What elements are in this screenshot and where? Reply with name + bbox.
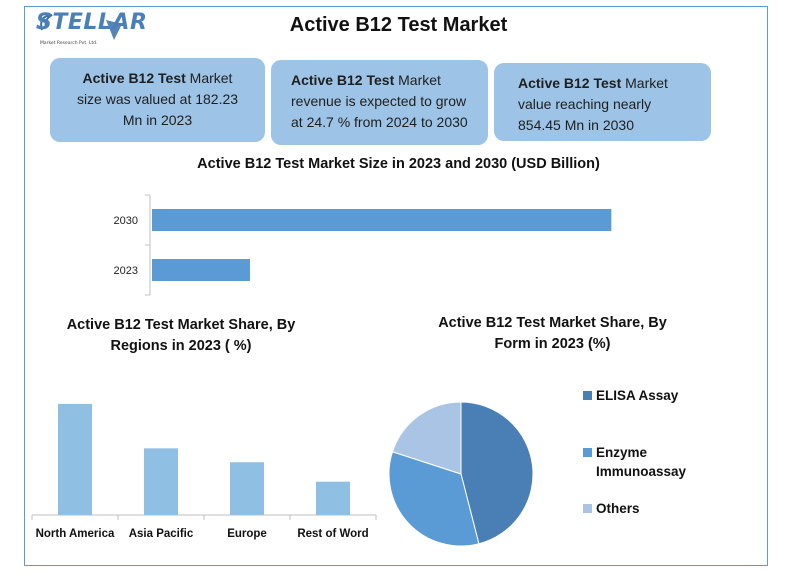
legend-swatch [583, 448, 592, 457]
region-bar-chart: North America Asia Pacific Europe Rest of W… [31, 403, 377, 540]
info-box-forecast: Active B12 Test Market value reaching ne… [494, 63, 711, 141]
info-box-bold: Active B12 Test [291, 72, 395, 88]
pie-slice [388, 451, 480, 547]
legend-item: Others [583, 499, 716, 518]
size-category-label: 2023 [114, 265, 138, 277]
stellar-logo: STELLAR Market Research Pvt. Ltd. [36, 10, 147, 52]
region-bar [58, 403, 92, 515]
legend-item: Enzyme Immunoassay [583, 443, 716, 481]
region-category-label: Asia Pacific [129, 528, 194, 540]
legend-label: Enzyme Immunoassay [596, 445, 687, 479]
legend-swatch [583, 391, 592, 400]
logo-swoosh-icon [40, 14, 122, 40]
legend-label: ELISA Assay [596, 388, 679, 403]
info-box-line: 854.45 Mn in 2030 [518, 117, 634, 133]
size-chart-title: Active B12 Test Market Size in 2023 and … [197, 156, 600, 172]
info-box-bold: Active B12 Test [518, 75, 622, 91]
info-box-line: at 24.7 % from 2024 to 2030 [291, 114, 468, 130]
info-box-line: Mn in 2023 [122, 112, 193, 128]
size-bar [152, 259, 250, 281]
form-pie-chart [388, 401, 534, 547]
legend-label: Others [596, 501, 640, 516]
legend-item: ELISA Assay [583, 386, 716, 405]
region-category-label: Rest of Word [297, 528, 368, 540]
region-bar [230, 462, 264, 515]
region-bar [316, 481, 350, 515]
info-box-market-size: Active B12 Test Market size was valued a… [50, 58, 265, 142]
pie-slice [460, 401, 534, 545]
info-box-line: size was valued at 182.23 [76, 91, 239, 107]
region-bar [144, 448, 178, 515]
region-category-label: Europe [227, 528, 267, 540]
info-box-line: revenue is expected to grow [291, 93, 467, 109]
infographic-frame [24, 6, 768, 566]
form-chart-title: Active B12 Test Market Share, By Form in… [438, 315, 667, 352]
info-box-line: Market [394, 72, 441, 88]
info-box-line: Market [185, 70, 233, 86]
logo-subtext: Market Research Pvt. Ltd. [40, 41, 98, 46]
page-title: Active B12 Test Market [289, 14, 508, 36]
region-chart-title: Active B12 Test Market Share, By Regions… [66, 317, 296, 354]
size-bar [152, 209, 612, 231]
info-box-line: value reaching nearly [518, 96, 652, 112]
size-bar-chart: 2030 2023 [114, 194, 612, 296]
legend-swatch [583, 504, 592, 513]
info-box-line: Market [621, 75, 668, 91]
info-box-growth: Active B12 Test Market revenue is expect… [271, 60, 488, 145]
info-box-bold: Active B12 Test [82, 70, 186, 86]
region-category-label: North America [36, 528, 115, 540]
size-category-label: 2030 [114, 215, 138, 227]
logo-text: STELLAR [36, 10, 148, 35]
pie-slice [391, 401, 462, 475]
